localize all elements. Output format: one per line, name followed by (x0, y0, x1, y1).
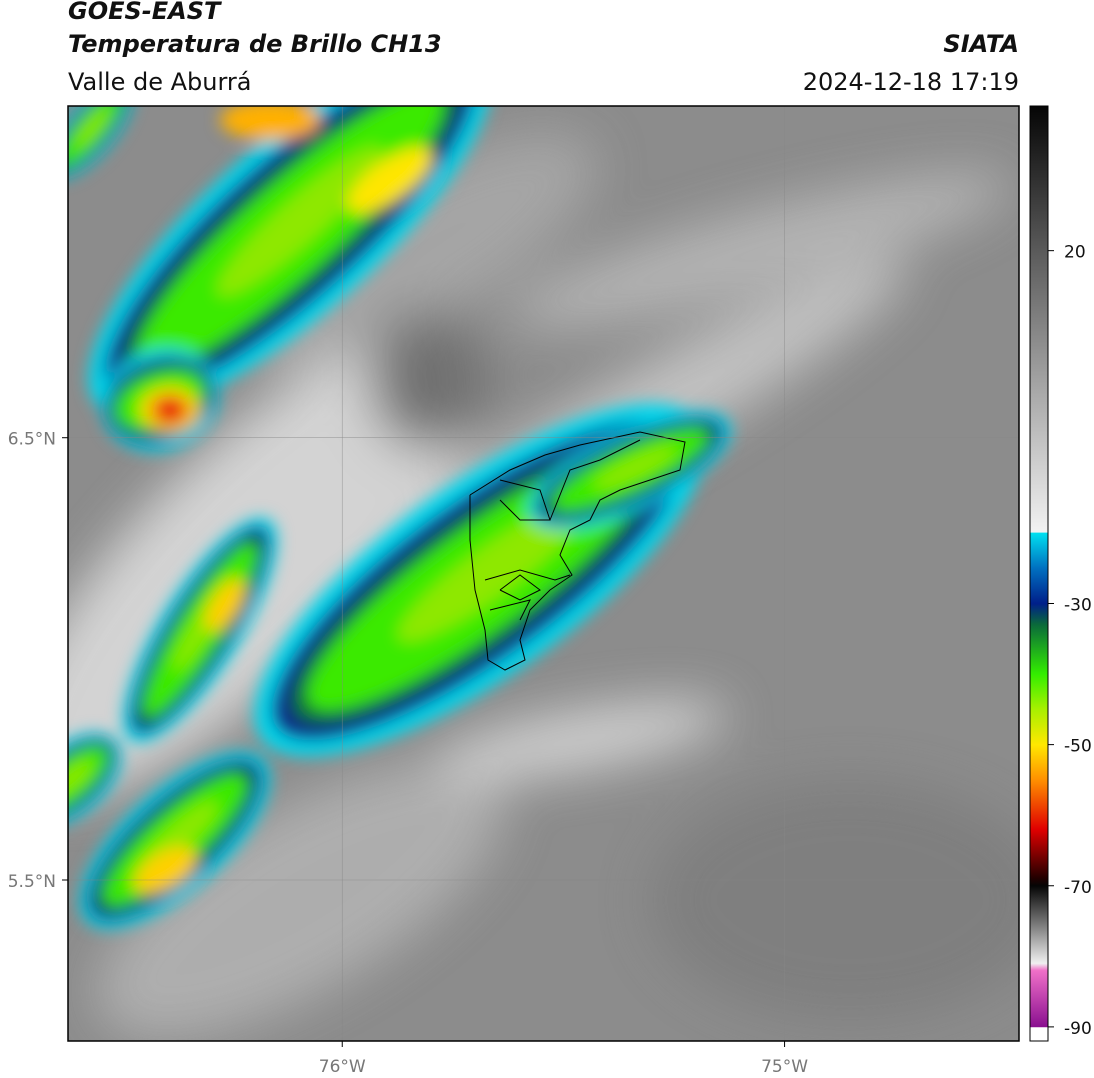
map-frame (67, 105, 1020, 1042)
imagery (68, 106, 1019, 1041)
lat-tick-label: 5.5°N (8, 872, 56, 892)
datetime: 2024-12-18 17:19 (803, 68, 1019, 96)
agency: SIATA (943, 30, 1019, 58)
graticule (68, 106, 1019, 1041)
lon-tick-label: 76°W (319, 1057, 366, 1077)
lat-tick-label: 6.5°N (8, 430, 56, 450)
colorbar-tick-label: -30 (1064, 595, 1092, 615)
satellite: GOES-EAST (68, 0, 222, 25)
colorbar-tick-label: -90 (1064, 1019, 1092, 1039)
colorbar-tick-label: 20 (1064, 243, 1086, 263)
colorbar-tick-label: -70 (1064, 878, 1092, 898)
lon-tick-label: 75°W (761, 1057, 808, 1077)
colorbar-tick-label: -50 (1064, 737, 1092, 757)
title: Temperatura de Brillo CH13 (68, 30, 442, 58)
subtitle: Valle de Aburrá (68, 68, 252, 96)
colorbar (1029, 105, 1049, 1042)
